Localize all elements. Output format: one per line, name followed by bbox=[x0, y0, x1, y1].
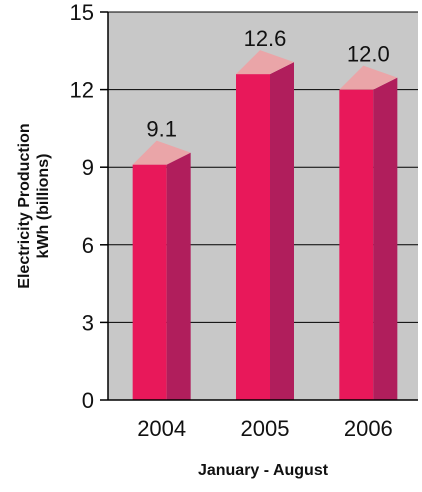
data-labels: 9.1 12.6 12.0 bbox=[146, 26, 389, 142]
bar-side-2004 bbox=[166, 152, 191, 400]
bar-top-2004 bbox=[132, 140, 191, 165]
bar-side-2005 bbox=[270, 62, 294, 400]
bar-top-2005 bbox=[236, 50, 294, 75]
y-tick-label-3: 3 bbox=[82, 310, 94, 335]
bars bbox=[132, 50, 398, 400]
data-label-2004: 9.1 bbox=[146, 117, 177, 142]
bar-front-2005 bbox=[236, 74, 270, 400]
bar-top-2006 bbox=[339, 65, 398, 90]
axes bbox=[107, 12, 418, 401]
x-tick-label-2004: 2004 bbox=[137, 416, 186, 441]
y-tick-label-15: 15 bbox=[70, 0, 94, 25]
y-tick-labels: 0 3 6 9 12 15 bbox=[70, 0, 94, 413]
x-tick-label-2005: 2005 bbox=[241, 416, 290, 441]
bar-front-2004 bbox=[132, 164, 167, 400]
y-tick-label-9: 9 bbox=[82, 155, 94, 180]
x-tick-labels: 2004 2005 2006 bbox=[137, 416, 393, 441]
bar-side-2006 bbox=[373, 77, 398, 400]
y-tick-label-6: 6 bbox=[82, 233, 94, 258]
y-tick-label-12: 12 bbox=[70, 78, 94, 103]
bar-front-2006 bbox=[339, 89, 374, 400]
y-axis-label-line1: Electricity Production bbox=[16, 123, 33, 288]
x-tick-label-2006: 2006 bbox=[344, 416, 393, 441]
x-axis-label: January - August bbox=[198, 462, 329, 479]
y-axis-label-line2: kWh (billions) bbox=[35, 154, 52, 259]
data-label-2006: 12.0 bbox=[347, 42, 390, 67]
data-label-2005: 12.6 bbox=[244, 26, 287, 51]
y-tick-label-0: 0 bbox=[82, 388, 94, 413]
